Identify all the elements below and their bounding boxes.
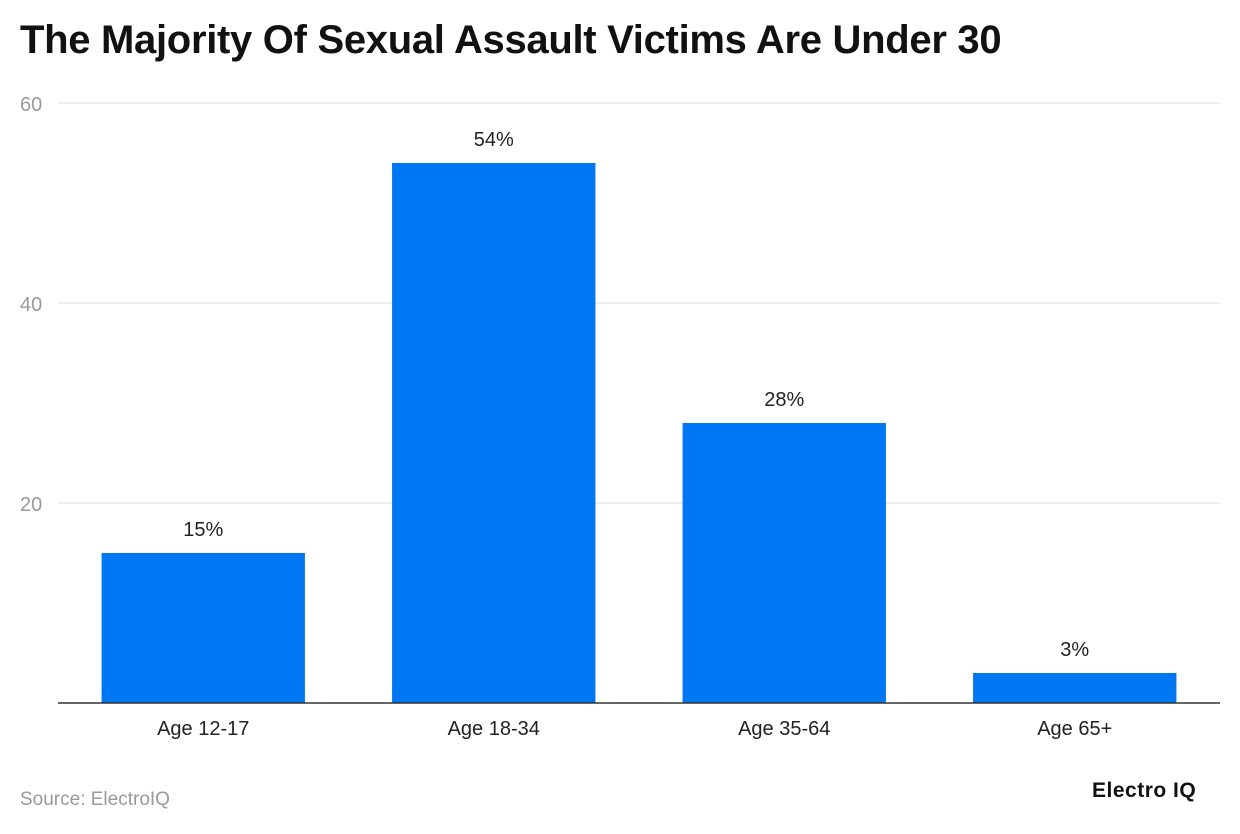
x-tick-label: Age 35-64 <box>738 718 830 740</box>
brand-logo: Electro IQ <box>1092 779 1197 802</box>
y-tick-label: 20 <box>20 494 42 516</box>
y-tick-label: 60 <box>20 94 42 116</box>
data-label: 15% <box>183 519 223 541</box>
x-tick-label: Age 18-34 <box>448 718 540 740</box>
bar <box>101 553 305 703</box>
bar <box>682 423 886 703</box>
data-label: 54% <box>474 129 514 151</box>
bar <box>392 163 596 703</box>
bar <box>973 673 1177 703</box>
y-tick-label: 40 <box>20 294 42 316</box>
data-label: 28% <box>764 389 804 411</box>
chart-title: The Majority Of Sexual Assault Victims A… <box>20 18 1002 62</box>
x-tick-label: Age 12-17 <box>157 718 249 740</box>
source-note: Source: ElectroIQ <box>20 789 170 810</box>
data-label: 3% <box>1060 639 1089 661</box>
x-tick-label: Age 65+ <box>1037 718 1112 740</box>
